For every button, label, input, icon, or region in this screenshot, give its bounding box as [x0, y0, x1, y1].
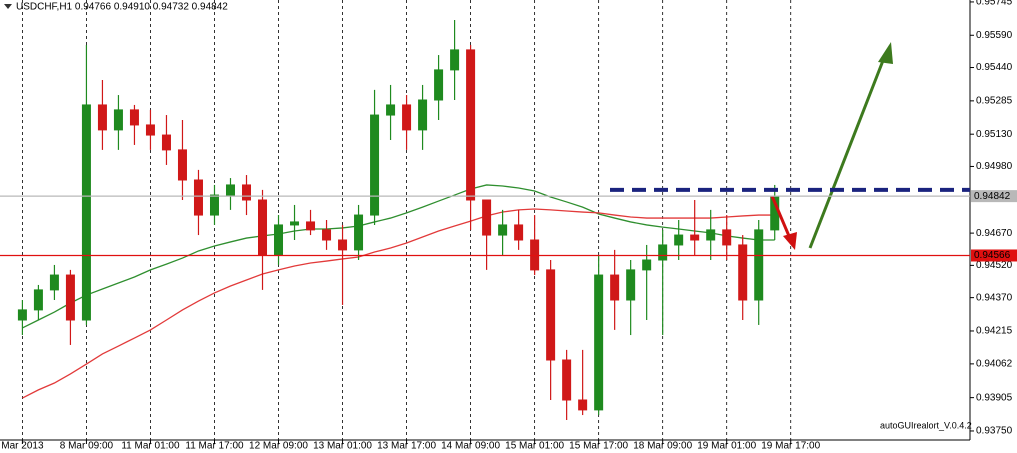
candle-body	[690, 234, 700, 241]
x-tick-label: 11 Mar 17:00	[185, 441, 244, 452]
candle-body	[65, 274, 75, 321]
y-tick-label: 0.94980	[976, 161, 1013, 172]
price-tag	[971, 249, 1017, 262]
price-tag-label: 0.94566	[974, 250, 1011, 261]
candle-body	[370, 114, 380, 216]
trend-arrow	[770, 195, 791, 237]
candle-body	[354, 214, 364, 251]
footnote: autoGUIrealort_V.0.4.2	[880, 420, 972, 430]
arrow-head	[783, 232, 797, 250]
candle-body	[113, 109, 123, 131]
x-tick-label: 13 Mar 01:00	[313, 441, 372, 452]
candle-body	[722, 229, 732, 246]
candle-body	[594, 274, 604, 411]
candle-body	[274, 224, 284, 256]
candle-body	[306, 221, 316, 231]
candle-body	[418, 99, 428, 131]
y-tick-label: 0.94370	[976, 292, 1013, 303]
y-tick-label: 0.93750	[976, 426, 1013, 437]
y-tick-label: 0.94215	[976, 326, 1013, 337]
candle-body	[129, 109, 139, 126]
candle-body	[225, 184, 235, 196]
y-tick-label: 0.95440	[976, 62, 1013, 73]
candle-body	[338, 239, 348, 251]
candle-body	[610, 274, 620, 301]
candle-body	[33, 289, 43, 311]
candle-body	[706, 229, 716, 241]
candle-body	[514, 224, 524, 241]
price-tag	[971, 190, 1017, 203]
candle-body	[754, 229, 764, 301]
x-tick-label: 13 Mar 17:00	[377, 441, 436, 452]
y-tick-label: 0.93905	[976, 392, 1013, 403]
candle-body	[578, 399, 588, 411]
trend-arrow	[808, 57, 886, 249]
candle-body	[161, 134, 171, 151]
candle-body	[738, 244, 748, 301]
y-tick-label: 0.95285	[976, 96, 1013, 107]
moving-average	[22, 208, 775, 399]
y-tick-label: 0.94670	[976, 228, 1013, 239]
candle-body	[658, 244, 668, 261]
candle-body	[242, 184, 252, 201]
candle-body	[546, 269, 556, 361]
y-tick-label: 0.95130	[976, 129, 1013, 140]
candle-body	[49, 274, 59, 291]
candle-body	[498, 224, 508, 236]
chart-title: USDCHF,H1 0.94766 0.94910 0.94732 0.9484…	[16, 2, 228, 13]
price-tag-label: 0.94842	[974, 191, 1011, 202]
candle-body	[466, 49, 476, 201]
candle-body	[674, 234, 684, 246]
y-tick-label: 0.94520	[976, 260, 1013, 271]
y-tick-label: 0.95745	[976, 0, 1013, 8]
candle-body	[386, 104, 396, 116]
candle-body	[626, 269, 636, 301]
candle-body	[81, 104, 91, 321]
candle-body	[322, 229, 332, 241]
candle-body	[177, 149, 187, 181]
x-tick-label: 11 Mar 01:00	[121, 441, 180, 452]
moving-average	[22, 184, 775, 329]
candle-body	[145, 124, 155, 136]
candle-body	[642, 259, 652, 271]
candle-body	[258, 199, 268, 256]
candle-body	[17, 309, 27, 321]
candle-body	[450, 49, 460, 71]
candle-body	[434, 69, 444, 101]
symbol-icon	[4, 4, 12, 9]
candle-body	[97, 104, 107, 131]
x-tick-label: Mar 2013	[1, 441, 44, 452]
arrow-head	[878, 42, 893, 64]
candle-body	[402, 104, 412, 131]
x-tick-label: 15 Mar 17:00	[569, 441, 628, 452]
x-tick-label: 12 Mar 09:00	[249, 441, 308, 452]
x-tick-label: 15 Mar 01:00	[505, 441, 564, 452]
y-tick-label: 0.94062	[976, 359, 1013, 370]
y-tick-label: 0.95590	[976, 30, 1013, 41]
candle-body	[193, 179, 203, 216]
x-tick-label: 14 Mar 09:00	[441, 441, 500, 452]
candle-body	[482, 199, 492, 236]
x-tick-label: 18 Mar 09:00	[633, 441, 692, 452]
candle-body	[562, 359, 572, 401]
candle-body	[209, 194, 219, 216]
candle-body	[290, 221, 300, 226]
x-tick-label: 19 Mar 01:00	[697, 441, 756, 452]
x-tick-label: 8 Mar 09:00	[60, 441, 114, 452]
x-tick-label: 19 Mar 17:00	[761, 441, 820, 452]
